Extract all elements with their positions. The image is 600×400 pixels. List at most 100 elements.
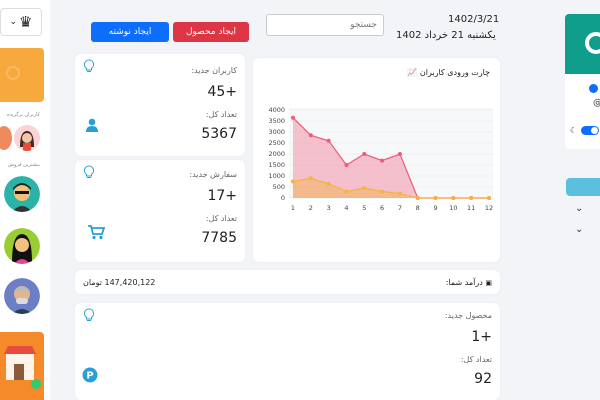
data-point — [433, 196, 438, 200]
x-tick-label: 7 — [398, 204, 402, 212]
best-sellers-label: بیشترین فروش — [7, 162, 40, 168]
data-point — [291, 115, 295, 120]
data-point — [362, 152, 367, 156]
data-point — [380, 189, 385, 194]
users-card: کاربران جدید: 45+ تعداد کل: 5367 — [75, 54, 245, 156]
y-tick-label: 500 — [273, 183, 285, 191]
chevron-down-icon[interactable]: ⌄ — [575, 224, 584, 235]
date-numeric: 1402/3/21 — [448, 14, 500, 25]
avatar[interactable] — [0, 126, 12, 150]
avatar[interactable] — [4, 176, 40, 212]
lightbulb-icon — [83, 308, 95, 321]
verified-icon — [589, 84, 598, 93]
data-point — [344, 163, 349, 167]
new-products-value: 1+ — [471, 329, 492, 345]
data-point — [291, 179, 295, 184]
y-tick-label: 1000 — [268, 172, 285, 180]
data-point — [344, 189, 349, 194]
revenue-bar: ▣ درآمد شما: 147,420,122 تومان — [75, 270, 500, 294]
data-point — [308, 176, 313, 181]
users-chart-card: چارت ورودی کاربران 📈 0 500 1000 1500 2000 250… — [253, 58, 500, 262]
cart-icon — [88, 225, 105, 240]
moon-icon: ☾ — [570, 126, 578, 135]
data-point — [451, 196, 456, 200]
total-orders-label: تعداد کل: — [205, 214, 237, 223]
create-post-button[interactable]: ایجاد نوشته — [91, 22, 169, 42]
chart-icon: 📈 — [407, 68, 418, 77]
avatar[interactable] — [4, 278, 40, 314]
search-input[interactable] — [266, 14, 384, 36]
wallet-icon: ▣ — [485, 279, 492, 287]
data-point — [362, 186, 367, 191]
y-tick-label: 4000 — [268, 106, 285, 114]
revenue-amount: 147,420,122 تومان — [83, 278, 156, 287]
new-users-value: 45+ — [207, 84, 237, 100]
y-tick-label: 2000 — [268, 150, 285, 158]
x-tick-label: 4 — [344, 204, 348, 212]
total-users-label: تعداد کل: — [205, 110, 237, 119]
data-point — [326, 138, 331, 143]
new-orders-label: سفارش جدید: — [189, 170, 237, 179]
data-point — [380, 158, 385, 163]
chevron-down-icon[interactable]: ⌄ — [575, 203, 584, 214]
date-text: یکشنبه 21 خرداد 1402 — [396, 30, 496, 41]
create-product-button[interactable]: ایجاد محصول — [173, 22, 249, 42]
total-products-label: تعداد کل: — [460, 355, 492, 364]
avatar[interactable] — [4, 228, 40, 264]
svg-text:P: P — [86, 371, 93, 382]
left-sidebar: ⌄ ♛ کاربران برگزیده بیشترین فروش — [0, 0, 50, 400]
at-icon: @ — [593, 98, 600, 108]
x-tick-label: 2 — [309, 204, 313, 212]
x-tick-label: 9 — [433, 204, 437, 212]
x-tick-label: 10 — [449, 204, 457, 212]
x-tick-label: 1 — [291, 204, 295, 212]
y-tick-label: 2500 — [268, 139, 285, 147]
dark-mode-toggle[interactable] — [581, 126, 599, 135]
y-tick-label: 3000 — [268, 128, 285, 136]
plot-area — [289, 108, 493, 198]
x-tick-label: 12 — [485, 204, 493, 212]
x-tick-label: 5 — [362, 204, 366, 212]
series-area — [293, 178, 489, 198]
y-tick-label: 3500 — [268, 117, 285, 125]
products-card: محصول جدید: 1+ تعداد کل: 92 P — [75, 303, 500, 400]
profile-banner — [565, 14, 600, 74]
revenue-label-text: درآمد شما: — [445, 278, 483, 287]
chevron-down-icon: ⌄ — [9, 17, 18, 27]
decor-ring — [6, 66, 20, 80]
data-point — [397, 191, 402, 196]
x-tick-label: 6 — [380, 204, 384, 212]
crown-dropdown[interactable]: ⌄ ♛ — [0, 8, 42, 36]
total-orders-value: 7785 — [201, 230, 237, 246]
crown-icon: ♛ — [19, 13, 33, 31]
series-line — [292, 177, 489, 199]
data-point — [326, 181, 331, 186]
data-point — [397, 152, 402, 156]
user-icon — [86, 118, 98, 132]
new-products-label: محصول جدید: — [444, 311, 492, 320]
lightbulb-icon — [83, 165, 95, 178]
avatar[interactable] — [14, 125, 40, 151]
top-users-label: کاربران برگزیده — [6, 112, 40, 118]
promo-banner-shop[interactable] — [0, 332, 44, 400]
revenue-label: ▣ درآمد شما: — [446, 278, 492, 287]
logo-ring — [585, 32, 600, 54]
menu-active-item[interactable] — [566, 178, 600, 196]
y-tick-label: 1500 — [268, 161, 285, 169]
parking-icon: P — [82, 367, 98, 383]
orders-card: سفارش جدید: 17+ تعداد کل: 7785 — [75, 160, 245, 262]
data-point — [308, 133, 313, 138]
lightbulb-icon — [83, 59, 95, 72]
x-tick-label: 8 — [416, 204, 420, 212]
data-point — [415, 196, 420, 200]
total-products-value: 92 — [474, 371, 492, 387]
new-users-label: کاربران جدید: — [191, 66, 237, 75]
promo-banner-top[interactable] — [0, 48, 44, 102]
x-tick-label: 11 — [467, 204, 475, 212]
y-tick-label: 0 — [281, 194, 285, 202]
new-orders-value: 17+ — [207, 188, 237, 204]
x-tick-label: 3 — [327, 204, 331, 212]
chart-title-text: چارت ورودی کاربران — [419, 68, 490, 77]
chart-title: چارت ورودی کاربران 📈 — [407, 68, 490, 77]
